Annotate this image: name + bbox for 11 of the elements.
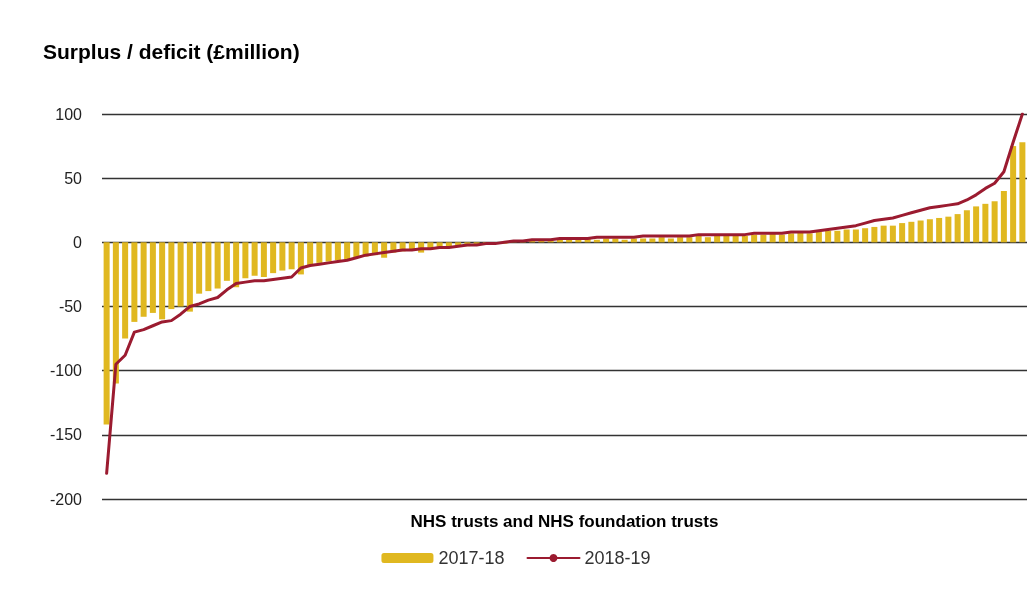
y-tick-label: 100 [55, 105, 83, 123]
y-tick-label: -50 [58, 298, 83, 315]
y-tick-label: -150 [49, 426, 83, 444]
y-axis-title: Surplus / deficit (£million) [43, 40, 300, 63]
y-tick-label: 0 [73, 233, 83, 251]
y-tick-label: -100 [49, 362, 83, 380]
legend-label: 2018-19 [584, 548, 651, 568]
y-tick-label: -200 [49, 490, 83, 508]
legend-label: 2017-18 [438, 548, 505, 568]
y-tick-label: 50 [64, 169, 83, 187]
x-axis-title: NHS trusts and NHS foundation trusts [410, 512, 719, 531]
